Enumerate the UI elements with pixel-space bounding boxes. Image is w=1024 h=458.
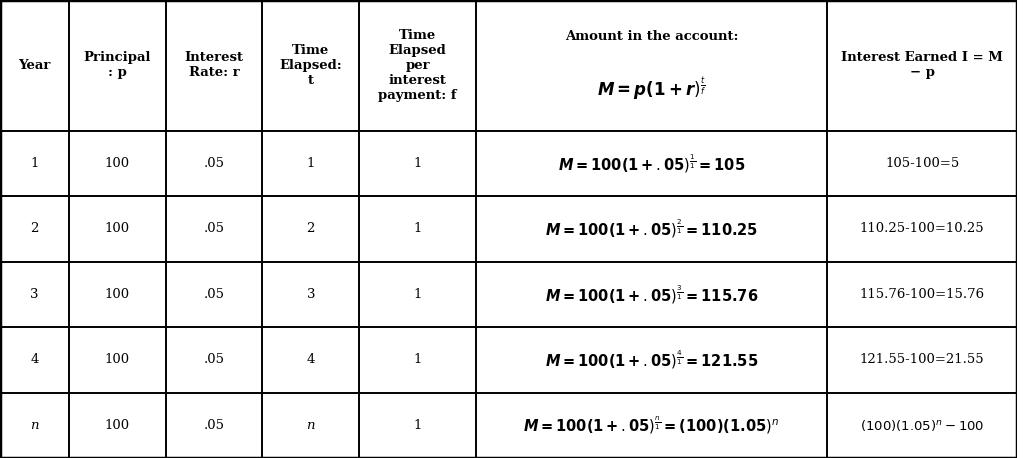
Text: Time
Elapsed
per
interest
payment: f: Time Elapsed per interest payment: f bbox=[378, 29, 457, 102]
Text: $(100)(1.05)^{n} - 100$: $(100)(1.05)^{n} - 100$ bbox=[860, 418, 984, 433]
Text: n: n bbox=[31, 419, 39, 432]
Text: 100: 100 bbox=[104, 353, 130, 366]
Bar bbox=[70, 0, 166, 131]
Bar bbox=[827, 327, 1017, 393]
Bar bbox=[262, 0, 359, 131]
Text: 3: 3 bbox=[306, 288, 315, 301]
Text: $\boldsymbol{M = 100(1+.05)^{\frac{4}{1}} = 121.55}$: $\boldsymbol{M = 100(1+.05)^{\frac{4}{1}… bbox=[545, 349, 758, 371]
Bar bbox=[70, 393, 166, 458]
Text: 121.55-100=21.55: 121.55-100=21.55 bbox=[860, 353, 984, 366]
Text: Time
Elapsed:
t: Time Elapsed: t bbox=[280, 44, 342, 87]
Text: .05: .05 bbox=[204, 222, 224, 235]
Bar bbox=[359, 196, 476, 262]
Bar bbox=[70, 196, 166, 262]
Bar bbox=[359, 131, 476, 196]
Bar bbox=[0, 131, 70, 196]
Bar bbox=[0, 262, 70, 327]
Text: $\boldsymbol{M = p(1+r)^{\frac{t}{f}}}$: $\boldsymbol{M = p(1+r)^{\frac{t}{f}}}$ bbox=[597, 75, 707, 102]
Text: 1: 1 bbox=[414, 353, 422, 366]
Bar bbox=[476, 196, 827, 262]
Text: .05: .05 bbox=[204, 157, 224, 170]
Text: 4: 4 bbox=[306, 353, 315, 366]
Bar bbox=[70, 131, 166, 196]
Bar bbox=[166, 327, 262, 393]
Text: 105-100=5: 105-100=5 bbox=[885, 157, 959, 170]
Text: 110.25-100=10.25: 110.25-100=10.25 bbox=[860, 222, 984, 235]
Bar bbox=[166, 262, 262, 327]
Text: 1: 1 bbox=[31, 157, 39, 170]
Bar bbox=[827, 131, 1017, 196]
Bar bbox=[0, 196, 70, 262]
Text: 1: 1 bbox=[414, 157, 422, 170]
Text: 1: 1 bbox=[414, 419, 422, 432]
Bar bbox=[262, 196, 359, 262]
Text: 2: 2 bbox=[31, 222, 39, 235]
Bar bbox=[70, 262, 166, 327]
Text: 100: 100 bbox=[104, 419, 130, 432]
Bar bbox=[476, 393, 827, 458]
Text: Principal
: p: Principal : p bbox=[84, 51, 152, 79]
Bar bbox=[166, 393, 262, 458]
Bar bbox=[476, 327, 827, 393]
Bar bbox=[827, 0, 1017, 131]
Text: 100: 100 bbox=[104, 157, 130, 170]
Bar bbox=[476, 262, 827, 327]
Text: n: n bbox=[306, 419, 315, 432]
Bar bbox=[827, 196, 1017, 262]
Text: $\boldsymbol{M = 100(1+.05)^{\frac{3}{1}} = 115.76}$: $\boldsymbol{M = 100(1+.05)^{\frac{3}{1}… bbox=[545, 283, 759, 305]
Bar bbox=[0, 327, 70, 393]
Text: 100: 100 bbox=[104, 222, 130, 235]
Bar bbox=[262, 262, 359, 327]
Bar bbox=[359, 0, 476, 131]
Text: 2: 2 bbox=[306, 222, 315, 235]
Bar bbox=[359, 393, 476, 458]
Bar bbox=[827, 262, 1017, 327]
Bar bbox=[359, 262, 476, 327]
Text: $\boldsymbol{M = 100(1+.05)^{\frac{n}{1}} = (100)(1.05)^{n}}$: $\boldsymbol{M = 100(1+.05)^{\frac{n}{1}… bbox=[523, 414, 779, 436]
Bar bbox=[262, 327, 359, 393]
Text: 100: 100 bbox=[104, 288, 130, 301]
Text: $\boldsymbol{M = 100(1+.05)^{\frac{1}{1}} = 105}$: $\boldsymbol{M = 100(1+.05)^{\frac{1}{1}… bbox=[558, 152, 745, 174]
Bar bbox=[359, 327, 476, 393]
Text: 115.76-100=15.76: 115.76-100=15.76 bbox=[859, 288, 985, 301]
Bar bbox=[166, 0, 262, 131]
Text: .05: .05 bbox=[204, 419, 224, 432]
Text: Interest Earned I = M
− p: Interest Earned I = M − p bbox=[841, 51, 1004, 79]
Bar bbox=[166, 196, 262, 262]
Bar bbox=[166, 131, 262, 196]
Text: .05: .05 bbox=[204, 288, 224, 301]
Bar bbox=[0, 393, 70, 458]
Text: Amount in the account:: Amount in the account: bbox=[565, 30, 738, 43]
Text: 1: 1 bbox=[414, 222, 422, 235]
Bar bbox=[262, 131, 359, 196]
Text: 4: 4 bbox=[31, 353, 39, 366]
Bar bbox=[262, 393, 359, 458]
Bar bbox=[476, 131, 827, 196]
Text: Interest
Rate: r: Interest Rate: r bbox=[184, 51, 244, 79]
Bar bbox=[827, 393, 1017, 458]
Bar bbox=[70, 327, 166, 393]
Text: $\boldsymbol{M = 100(1+.05)^{\frac{2}{1}} = 110.25}$: $\boldsymbol{M = 100(1+.05)^{\frac{2}{1}… bbox=[545, 218, 758, 240]
Text: 3: 3 bbox=[31, 288, 39, 301]
Text: Year: Year bbox=[18, 59, 51, 72]
Bar bbox=[0, 0, 70, 131]
Text: 1: 1 bbox=[306, 157, 315, 170]
Text: 1: 1 bbox=[414, 288, 422, 301]
Text: .05: .05 bbox=[204, 353, 224, 366]
Bar bbox=[476, 0, 827, 131]
